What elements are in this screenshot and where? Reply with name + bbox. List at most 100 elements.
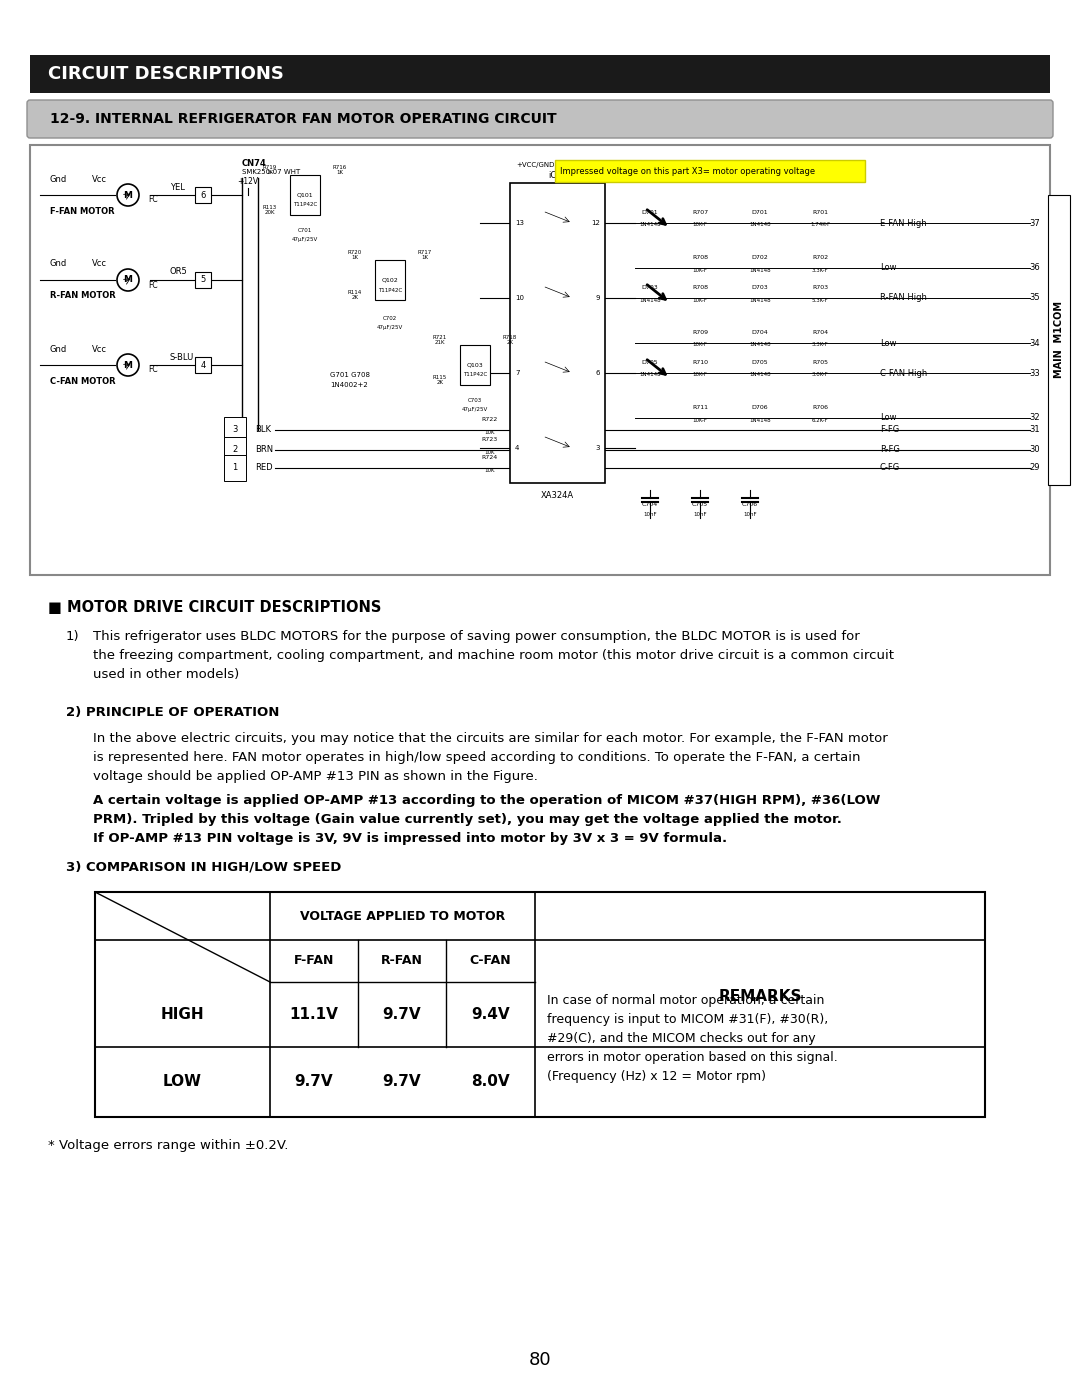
Text: R717
1K: R717 1K [418, 250, 432, 260]
Text: 1N4148: 1N4148 [750, 298, 771, 303]
Text: D702: D702 [752, 256, 768, 260]
Text: 1N4148: 1N4148 [639, 298, 661, 303]
Text: frequency is input to MICOM #31(F), #30(R),: frequency is input to MICOM #31(F), #30(… [546, 1013, 828, 1025]
Text: R705: R705 [812, 360, 828, 365]
Text: FC: FC [148, 196, 158, 204]
Bar [30, 145, 1050, 576]
Text: 4: 4 [201, 360, 205, 369]
Bar [30, 54, 1050, 94]
Text: 10K-F: 10K-F [692, 298, 707, 303]
Text: 1N4148: 1N4148 [639, 373, 661, 377]
Text: ■ MOTOR DRIVE CIRCUIT DESCRIPTIONS: ■ MOTOR DRIVE CIRCUIT DESCRIPTIONS [48, 599, 381, 615]
Text: Impressed voltage on this part X3= motor operating voltage: Impressed voltage on this part X3= motor… [561, 166, 815, 176]
Text: R115
2K: R115 2K [433, 374, 447, 386]
Text: D703: D703 [752, 285, 768, 291]
Text: 6: 6 [595, 370, 600, 376]
Text: G701 G708: G701 G708 [330, 372, 370, 379]
Text: 10: 10 [515, 295, 524, 300]
Text: Vcc: Vcc [92, 175, 107, 183]
Text: #29(C), and the MICOM checks out for any: #29(C), and the MICOM checks out for any [546, 1032, 815, 1045]
Circle shape [117, 184, 139, 205]
Text: 13: 13 [515, 219, 524, 226]
Bar [291, 175, 320, 215]
Text: R711: R711 [692, 405, 708, 409]
Text: R706: R706 [812, 405, 828, 409]
Text: is represented here. FAN motor operates in high/low speed according to condition: is represented here. FAN motor operates … [93, 752, 861, 764]
Circle shape [117, 270, 139, 291]
Text: D701: D701 [642, 210, 659, 215]
Text: R710: R710 [692, 360, 708, 365]
Text: FC: FC [148, 281, 158, 289]
Text: 1N4002+2: 1N4002+2 [330, 381, 368, 388]
Text: 31: 31 [1029, 426, 1040, 434]
Text: * Voltage errors range within ±0.2V.: * Voltage errors range within ±0.2V. [48, 1139, 288, 1153]
Text: C702: C702 [383, 316, 397, 320]
Text: In case of normal motor operation, a certain: In case of normal motor operation, a cer… [546, 995, 824, 1007]
FancyBboxPatch shape [195, 358, 211, 373]
Text: 3.0K-F: 3.0K-F [812, 373, 828, 377]
Text: R-FAN High: R-FAN High [880, 293, 927, 303]
Text: R721
21K: R721 21K [433, 335, 447, 345]
Text: 5: 5 [201, 275, 205, 285]
Text: C-FAN MOTOR: C-FAN MOTOR [50, 377, 116, 386]
Text: 1): 1) [66, 630, 80, 643]
Text: 3.3K-F: 3.3K-F [812, 342, 828, 348]
FancyBboxPatch shape [27, 101, 1053, 138]
Text: HIGH: HIGH [161, 1007, 204, 1023]
Text: This refrigerator uses BLDC MOTORS for the purpose of saving power consumption, : This refrigerator uses BLDC MOTORS for t… [93, 630, 860, 643]
Text: R723: R723 [482, 437, 498, 441]
Text: 10K: 10K [485, 429, 496, 434]
Text: BRN: BRN [255, 446, 273, 454]
Text: 8.0V: 8.0V [471, 1074, 510, 1090]
Text: R709: R709 [692, 330, 708, 335]
Text: M: M [123, 360, 133, 369]
Text: C701: C701 [298, 228, 312, 232]
Bar [460, 345, 490, 386]
Text: 33: 33 [1029, 369, 1040, 377]
Text: 9.4V: 9.4V [471, 1007, 510, 1023]
Text: 5.3K-F: 5.3K-F [812, 298, 828, 303]
Text: R-FG: R-FG [880, 446, 900, 454]
Text: 47μF/25V: 47μF/25V [292, 237, 319, 243]
Text: 1N4148: 1N4148 [750, 222, 771, 228]
Text: RED: RED [255, 464, 272, 472]
Text: R-FAN: R-FAN [381, 954, 423, 968]
Text: R716
1K: R716 1K [333, 165, 347, 176]
Text: 12: 12 [591, 219, 600, 226]
Text: 10K-F: 10K-F [692, 418, 707, 422]
Text: F-FAN: F-FAN [294, 954, 334, 968]
Text: (Frequency (Hz) x 12 = Motor rpm): (Frequency (Hz) x 12 = Motor rpm) [546, 1070, 766, 1083]
Text: 10K: 10K [485, 468, 496, 472]
Text: Low: Low [880, 264, 896, 272]
Text: Low: Low [880, 414, 896, 422]
Text: REMARKS: REMARKS [718, 989, 801, 1004]
Text: F-FG: F-FG [880, 426, 900, 434]
Text: Gnd: Gnd [50, 260, 67, 268]
Text: 10nF: 10nF [693, 513, 706, 517]
Text: Q103: Q103 [467, 362, 484, 367]
Text: C-FAN: C-FAN [470, 954, 511, 968]
Text: R701: R701 [812, 210, 828, 215]
Text: 1: 1 [232, 464, 238, 472]
Text: S-BLU: S-BLU [170, 352, 194, 362]
Text: M: M [123, 275, 133, 285]
Text: 9.7V: 9.7V [382, 1074, 421, 1090]
Text: Q101: Q101 [297, 193, 313, 197]
Text: 2) PRINCIPLE OF OPERATION: 2) PRINCIPLE OF OPERATION [66, 705, 280, 719]
Text: 3: 3 [595, 446, 600, 451]
Text: 10K-F: 10K-F [692, 267, 707, 272]
Text: In the above electric circuits, you may notice that the circuits are similar for: In the above electric circuits, you may … [93, 732, 888, 745]
Text: R724: R724 [482, 455, 498, 460]
Text: T11P42C: T11P42C [463, 373, 487, 377]
Text: 80: 80 [529, 1351, 551, 1369]
Text: BLK: BLK [255, 426, 271, 434]
Text: 36: 36 [1029, 264, 1040, 272]
Text: voltage should be applied OP-AMP #13 PIN as shown in the Figure.: voltage should be applied OP-AMP #13 PIN… [93, 770, 538, 782]
Text: FC: FC [148, 366, 158, 374]
Text: VOLTAGE APPLIED TO MOTOR: VOLTAGE APPLIED TO MOTOR [300, 909, 505, 922]
Text: 9: 9 [595, 295, 600, 300]
Text: T11P42C: T11P42C [378, 288, 402, 292]
Bar [95, 893, 985, 1118]
Text: 47μF/25V: 47μF/25V [462, 408, 488, 412]
Text: D705: D705 [642, 360, 659, 365]
